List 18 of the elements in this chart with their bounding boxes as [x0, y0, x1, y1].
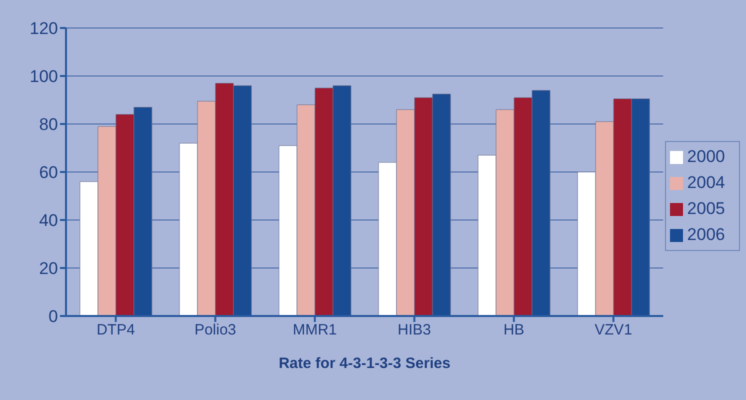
y-tick-label: 80: [39, 115, 58, 134]
y-tick-label: 20: [39, 259, 58, 278]
legend-label: 2004: [687, 173, 725, 192]
x-tick-label: MMR1: [292, 322, 337, 339]
legend-label: 2005: [687, 199, 725, 218]
legend-label: 2000: [687, 147, 725, 166]
y-tick-label: 40: [39, 211, 58, 230]
x-axis-title: Rate for 4-3-1-3-3 Series: [278, 355, 450, 372]
x-tick-label: HB: [503, 322, 524, 339]
x-tick-label: Polio3: [194, 322, 236, 339]
x-tick-label: DTP4: [96, 322, 135, 339]
y-tick-label: 100: [30, 67, 58, 86]
y-tick-label: 0: [48, 307, 58, 326]
legend-label: 2006: [687, 225, 725, 244]
x-tick-label: VZV1: [594, 322, 632, 339]
y-tick-label: 120: [30, 19, 58, 38]
x-tick-label: HIB3: [398, 322, 432, 339]
y-tick-label: 60: [39, 163, 58, 182]
